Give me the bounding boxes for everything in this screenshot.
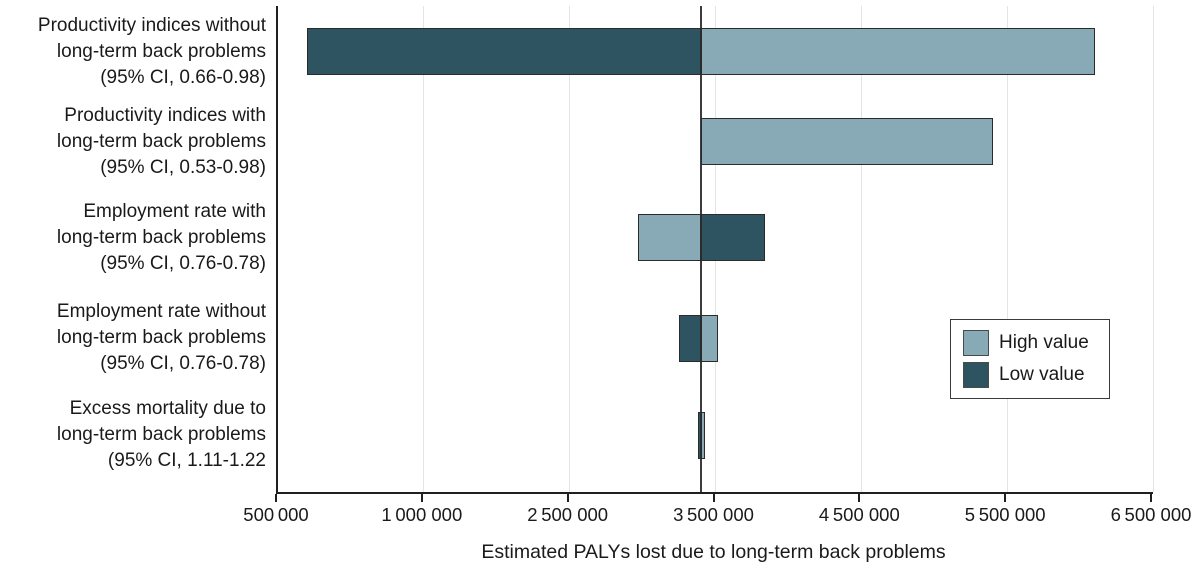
legend-item-low-value: Low value (963, 362, 1109, 388)
x-tick-mark (858, 494, 861, 502)
x-tick-mark (566, 494, 569, 502)
gridline (1006, 6, 1008, 492)
gridline (423, 6, 425, 492)
x-tick-mark (275, 494, 277, 502)
x-tick-label: 1 000 000 (381, 504, 463, 525)
gridline (1152, 6, 1154, 492)
high-value-bar-segment (700, 411, 706, 459)
x-tick-label: 4 500 000 (818, 504, 900, 525)
high-value-bar-segment (700, 118, 993, 165)
low-value-bar-segment (307, 28, 701, 75)
category-label: Productivity indices without long-term b… (37, 14, 266, 88)
plot-area (276, 6, 1154, 494)
low-value-bar-segment (679, 314, 701, 362)
x-tick-mark (712, 494, 715, 502)
category-label: Productivity indices with long-term back… (56, 104, 266, 178)
high-value-bar-segment (700, 28, 1095, 75)
gridline (569, 6, 571, 492)
high-value-swatch-icon (963, 330, 989, 356)
legend-label-low-value: Low value (999, 364, 1085, 385)
high-value-bar-segment (638, 214, 701, 261)
y-axis-labels: Productivity indices without long-term b… (0, 0, 266, 492)
high-value-bar-segment (700, 314, 719, 362)
category-label: Employment rate without long-term back p… (56, 301, 266, 374)
low-value-bar-segment (698, 411, 701, 459)
x-tick-label: 3 500 000 (673, 504, 754, 525)
low-value-swatch-icon (963, 362, 989, 388)
gridline (860, 6, 862, 492)
legend-item-high-value: High value (963, 330, 1109, 356)
x-tick-mark (1150, 494, 1152, 502)
category-label: Excess mortality due to long-term back p… (56, 398, 266, 471)
x-tick-mark (1004, 494, 1007, 502)
legend: High value Low value (950, 319, 1110, 399)
x-tick-label: 6 500 000 (1110, 504, 1192, 525)
x-tick-label: 500 000 (243, 504, 309, 525)
x-tick-label: 2 500 000 (527, 504, 609, 525)
low-value-bar-segment (700, 214, 766, 261)
category-label: Employment rate with long-term back prob… (56, 200, 266, 274)
x-axis-title: Estimated PALYs lost due to long-term ba… (481, 541, 946, 563)
x-tick-label: 5 500 000 (964, 504, 1046, 525)
legend-label-high-value: High value (999, 332, 1089, 353)
x-tick-mark (420, 494, 423, 502)
